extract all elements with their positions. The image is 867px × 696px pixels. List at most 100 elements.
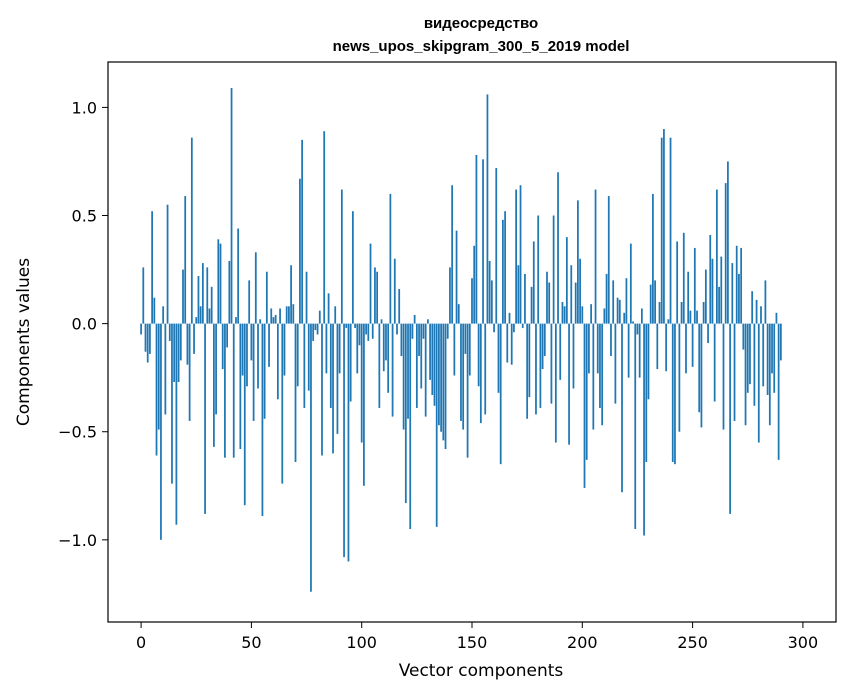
- bar: [524, 273, 526, 324]
- bar: [715, 189, 718, 324]
- bar: [775, 312, 778, 324]
- bar: [766, 323, 769, 395]
- bar: [422, 323, 425, 339]
- bar: [693, 247, 696, 324]
- bar: [779, 323, 782, 361]
- bar: [687, 271, 690, 324]
- bar: [477, 323, 480, 387]
- bar: [768, 323, 771, 426]
- bar: [228, 260, 231, 324]
- x-tick-label: 250: [677, 633, 708, 652]
- bar: [210, 286, 213, 324]
- bar: [336, 323, 339, 434]
- bar: [340, 189, 343, 324]
- bar: [462, 323, 465, 430]
- bar: [669, 137, 672, 324]
- bar: [171, 323, 173, 484]
- bar: [398, 289, 401, 324]
- bar: [193, 323, 195, 354]
- bar: [140, 323, 142, 335]
- bar: [369, 243, 372, 324]
- bar: [338, 323, 341, 374]
- bar: [539, 323, 542, 408]
- bar: [517, 265, 520, 324]
- bar: [318, 310, 321, 324]
- bar: [475, 154, 478, 324]
- bar-series: [140, 87, 782, 592]
- bar: [457, 304, 460, 324]
- bar: [307, 323, 310, 391]
- bar: [290, 265, 292, 324]
- bar: [627, 323, 630, 378]
- bar: [367, 323, 370, 341]
- bar: [762, 323, 765, 387]
- bar: [213, 323, 215, 447]
- bar: [554, 323, 557, 443]
- bar: [504, 211, 506, 324]
- bar: [404, 323, 407, 504]
- bar: [482, 159, 484, 324]
- bar: [411, 323, 414, 339]
- bar: [201, 263, 204, 324]
- bar: [415, 323, 418, 408]
- bar: [605, 273, 608, 324]
- bar: [270, 308, 273, 324]
- bar: [565, 237, 568, 324]
- bar: [724, 183, 727, 324]
- bar: [667, 319, 670, 324]
- bar: [727, 161, 729, 324]
- bar: [376, 271, 379, 324]
- x-tick-label: 150: [457, 633, 488, 652]
- bar: [413, 314, 416, 324]
- plot-area-frame: [107, 61, 837, 623]
- bar: [528, 323, 531, 398]
- bar: [532, 241, 535, 324]
- bar: [182, 269, 184, 324]
- bar: [583, 323, 586, 488]
- bar: [186, 323, 189, 365]
- bar: [241, 323, 244, 376]
- bar: [634, 323, 637, 530]
- bar: [497, 323, 500, 393]
- bar: [652, 193, 654, 324]
- bar: [731, 263, 734, 324]
- bar: [420, 323, 423, 389]
- bar: [345, 323, 348, 328]
- bar: [733, 323, 736, 421]
- bar: [451, 185, 454, 324]
- x-tick-label: 50: [241, 633, 261, 652]
- bar: [645, 323, 648, 462]
- bar: [230, 87, 233, 324]
- bar: [224, 323, 226, 458]
- bar: [360, 323, 363, 443]
- bar: [393, 258, 396, 324]
- bar: [179, 323, 182, 361]
- bar: [502, 219, 504, 324]
- bar: [261, 323, 264, 517]
- bar: [521, 323, 524, 328]
- bar: [334, 306, 337, 324]
- bar: [563, 306, 566, 324]
- bar: [446, 323, 449, 339]
- bar: [429, 323, 431, 380]
- bar: [168, 323, 171, 341]
- bar: [581, 306, 584, 324]
- bar: [742, 323, 745, 350]
- bar: [574, 282, 577, 324]
- bar: [519, 185, 522, 324]
- bar: [720, 256, 723, 324]
- bar: [374, 267, 376, 324]
- bar: [649, 284, 652, 324]
- bar: [552, 215, 555, 324]
- bar: [391, 323, 394, 417]
- bar: [599, 323, 601, 408]
- bar: [402, 323, 405, 430]
- bar: [588, 323, 590, 374]
- bar: [449, 267, 451, 324]
- bar: [592, 323, 595, 430]
- bar: [144, 323, 147, 352]
- bar: [510, 323, 513, 365]
- chart-title-line-1: видеосредство: [424, 15, 538, 32]
- bar: [530, 286, 533, 324]
- bar: [347, 323, 350, 562]
